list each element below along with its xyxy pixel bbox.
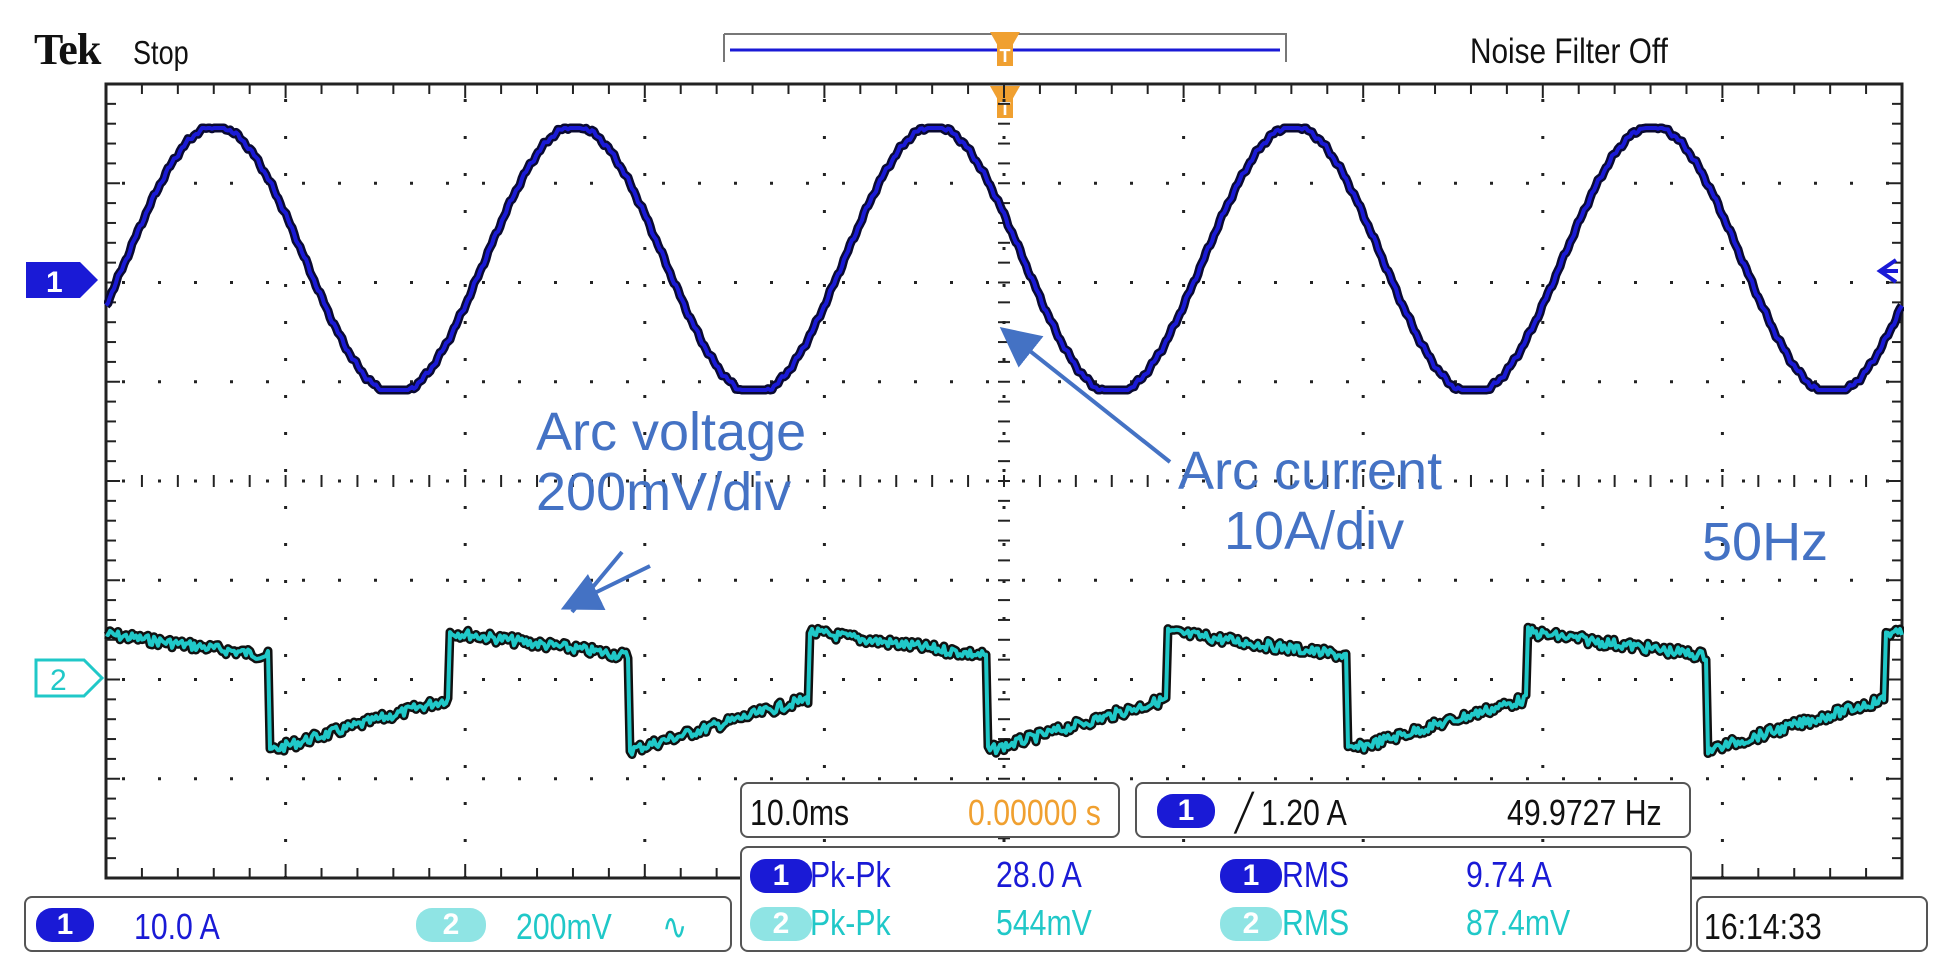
ch1-marker-label: 1 [46, 266, 63, 299]
trigger-source-badge: 1 [1157, 794, 1215, 828]
trigger-position-marker[interactable]: T T [990, 32, 1020, 119]
horizontal-position: 0.00000 s [968, 792, 1101, 833]
trigger-level: 1.20 A [1261, 792, 1347, 833]
ch1-ground-marker[interactable]: 1 [24, 258, 104, 308]
ch1-scale: 10.0 A [134, 906, 220, 947]
measurement-channel-badge: 2 [750, 907, 812, 941]
arc-current-arrow [999, 327, 1172, 464]
record-position-bar: T T [723, 32, 1287, 119]
measurement-channel-badge: 1 [1220, 859, 1282, 893]
ch2-marker-label: 2 [50, 664, 67, 697]
measurement-channel-badge: 2 [1220, 907, 1282, 941]
acquisition-state: Stop [133, 34, 189, 71]
ch1-scale-badge: 1 [36, 908, 94, 942]
record-bracket [723, 33, 1287, 62]
arc-voltage-scale: 200mV/div [536, 462, 792, 522]
measurement-ch1-pkpk[interactable]: 1 Pk-Pk 28.0 A [750, 854, 1210, 898]
measurement-type: Pk-Pk [810, 902, 891, 943]
arc-current-title: Arc current [1178, 441, 1443, 501]
measurements-panel[interactable]: 1 Pk-Pk 28.0 A 1 RMS 9.74 A 2 Pk-Pk 544m… [740, 846, 1692, 952]
measurement-value: 9.74 A [1466, 854, 1552, 895]
trigger-position-label: T [1000, 46, 1011, 66]
arc-current-scale: 10A/div [1224, 501, 1405, 561]
graticule [104, 82, 1904, 880]
measurement-value: 544mV [996, 902, 1092, 943]
grid-lines [104, 82, 1904, 880]
measurement-ch2-pkpk[interactable]: 2 Pk-Pk 544mV [750, 902, 1210, 946]
arc-current-annotation: Arc current 10A/div [1178, 441, 1442, 561]
trigger-position-label-lower: T [1000, 99, 1011, 119]
arc-voltage-annotation: Arc voltage 200mV/div [536, 402, 806, 522]
arc-voltage-title: Arc voltage [536, 402, 807, 462]
frequency-annotation: 50Hz [1702, 512, 1829, 572]
ch2-waveform-core [105, 625, 1904, 757]
clock-time: 16:14:33 [1704, 906, 1822, 947]
measurement-channel-badge: 1 [750, 859, 812, 893]
measurement-ch2-rms[interactable]: 2 RMS 87.4mV [1220, 902, 1680, 946]
horizontal-scale: 10.0ms [750, 792, 850, 833]
timebase-readout[interactable]: 10.0ms 0.00000 s [740, 782, 1120, 838]
measurement-ch1-rms[interactable]: 1 RMS 9.74 A [1220, 854, 1680, 898]
measurement-type: RMS [1282, 902, 1350, 943]
trigger-readout[interactable]: 1 ╱ 1.20 A 49.9727 Hz [1135, 782, 1691, 838]
channel-scale-readout[interactable]: 1 10.0 A 2 200mV ∿ [24, 896, 732, 952]
measurement-type: Pk-Pk [810, 854, 891, 895]
trigger-slope-icon: ╱ [1235, 792, 1254, 833]
arc-voltage-arrow [560, 564, 651, 610]
trigger-frequency: 49.9727 Hz [1507, 792, 1662, 833]
measurement-value: 28.0 A [996, 854, 1082, 895]
noise-filter-status: Noise Filter Off [1470, 32, 1668, 71]
trigger-level-marker[interactable] [1870, 256, 1900, 286]
brand-logo: Tek [34, 25, 101, 74]
clock-readout: 16:14:33 [1696, 896, 1928, 952]
ch1-waveform-core [104, 126, 1904, 392]
ch2-scale: 200mV [516, 906, 612, 947]
measurement-type: RMS [1282, 854, 1350, 895]
ch2-ground-marker[interactable]: 2 [34, 656, 114, 706]
ch2-ac-coupling-icon: ∿ [662, 906, 688, 947]
measurement-value: 87.4mV [1466, 902, 1571, 943]
ch2-scale-badge: 2 [416, 908, 486, 942]
